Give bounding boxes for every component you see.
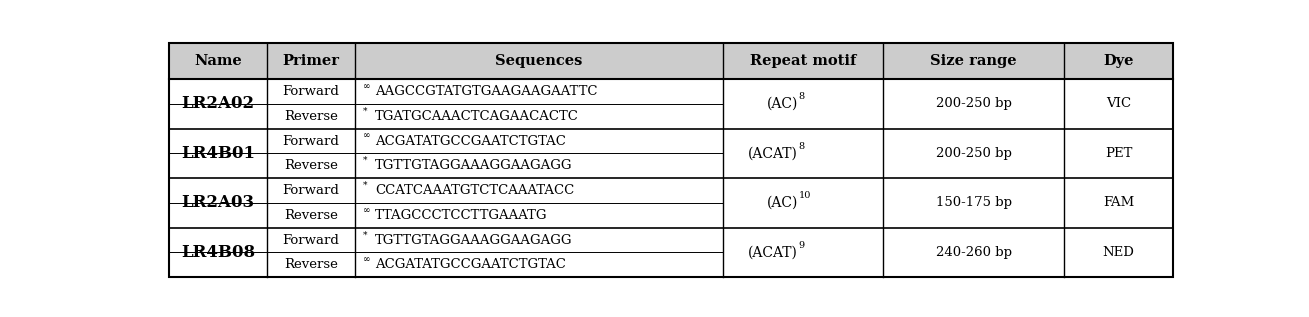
Text: Reverse: Reverse	[284, 110, 338, 123]
Text: *: *	[363, 107, 368, 115]
Text: 8: 8	[798, 142, 805, 151]
Text: (AC): (AC)	[767, 196, 797, 210]
Text: FAM: FAM	[1103, 197, 1135, 210]
Text: ∞: ∞	[363, 255, 370, 264]
Text: VIC: VIC	[1106, 98, 1131, 111]
Text: PET: PET	[1105, 147, 1132, 160]
Text: LR2A03: LR2A03	[182, 195, 254, 211]
Text: *: *	[363, 230, 368, 239]
Text: Sequences: Sequences	[495, 54, 583, 68]
Text: Name: Name	[194, 54, 242, 68]
Text: 9: 9	[798, 241, 805, 250]
Bar	[169, 43, 1173, 79]
Text: (AC): (AC)	[767, 97, 797, 111]
Text: 8: 8	[798, 92, 805, 101]
Text: Forward: Forward	[283, 85, 339, 98]
Text: Primer: Primer	[283, 54, 339, 68]
Text: TGTTGTAGGAAAGGAAGAGG: TGTTGTAGGAAAGGAAGAGG	[376, 234, 573, 247]
Text: (ACAT): (ACAT)	[747, 245, 797, 260]
Text: TTAGCCCTCCTTGAAATG: TTAGCCCTCCTTGAAATG	[376, 209, 548, 222]
Text: ∞: ∞	[363, 82, 370, 91]
Text: Repeat motif: Repeat motif	[750, 54, 856, 68]
Text: Forward: Forward	[283, 135, 339, 148]
Text: (ACAT): (ACAT)	[747, 146, 797, 160]
Text: ∞: ∞	[363, 205, 370, 215]
Text: Reverse: Reverse	[284, 258, 338, 271]
Text: AAGCCGTATGTGAAGAAGAATTC: AAGCCGTATGTGAAGAAGAATTC	[376, 85, 598, 98]
Text: Forward: Forward	[283, 184, 339, 197]
Text: Forward: Forward	[283, 234, 339, 247]
Text: LR4B08: LR4B08	[181, 244, 255, 261]
Text: ∞: ∞	[363, 131, 370, 140]
Text: ACGATATGCCGAATCTGTAC: ACGATATGCCGAATCTGTAC	[376, 135, 567, 148]
Text: *: *	[363, 156, 368, 165]
Text: TGTTGTAGGAAAGGAAGAGG: TGTTGTAGGAAAGGAAGAGG	[376, 159, 573, 172]
Text: 150-175 bp: 150-175 bp	[936, 197, 1012, 210]
Text: 10: 10	[798, 191, 812, 200]
Text: LR2A02: LR2A02	[182, 95, 254, 113]
Text: Dye: Dye	[1103, 54, 1134, 68]
Text: *: *	[363, 181, 368, 190]
Text: LR4B01: LR4B01	[181, 145, 255, 162]
Text: Reverse: Reverse	[284, 159, 338, 172]
Text: TGATGCAAACTCAGAACACTC: TGATGCAAACTCAGAACACTC	[376, 110, 579, 123]
Text: Size range: Size range	[931, 54, 1017, 68]
Text: 200-250 bp: 200-250 bp	[936, 98, 1012, 111]
Text: CCATCAAATGTCTCAAATACC: CCATCAAATGTCTCAAATACC	[376, 184, 575, 197]
Text: 200-250 bp: 200-250 bp	[936, 147, 1012, 160]
Text: ACGATATGCCGAATCTGTAC: ACGATATGCCGAATCTGTAC	[376, 258, 567, 271]
Text: Reverse: Reverse	[284, 209, 338, 222]
Text: NED: NED	[1102, 246, 1135, 259]
Text: 240-260 bp: 240-260 bp	[936, 246, 1012, 259]
